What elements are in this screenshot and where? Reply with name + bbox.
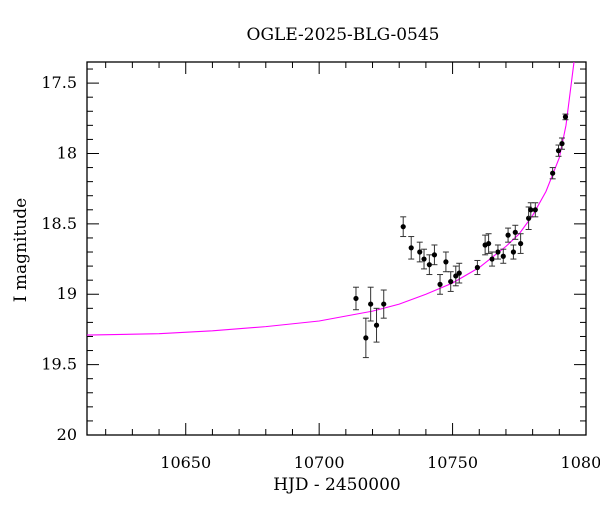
data-point [500, 248, 507, 264]
data-point [562, 113, 569, 121]
point-marker [528, 207, 534, 213]
model-curve-layer [87, 62, 575, 336]
point-marker [512, 229, 518, 235]
point-marker [456, 270, 462, 276]
point-marker [363, 335, 369, 341]
data-point [408, 236, 415, 260]
point-marker [489, 256, 495, 262]
data-point [555, 144, 562, 157]
data-point [512, 224, 519, 240]
point-marker [495, 249, 501, 255]
data-point [485, 233, 492, 254]
model-curve [87, 62, 575, 336]
data-point [517, 233, 524, 254]
data-point [549, 167, 556, 180]
data-point [362, 317, 369, 359]
x-tick-label: 10800 [561, 453, 600, 472]
point-marker [532, 207, 538, 213]
data-point [367, 286, 374, 322]
point-marker [437, 281, 443, 287]
point-marker [400, 224, 406, 230]
data-point [532, 202, 539, 218]
point-marker [381, 301, 387, 307]
data-point [380, 289, 387, 319]
point-marker [562, 114, 569, 120]
point-marker [474, 264, 480, 271]
point-marker [417, 249, 423, 255]
point-marker [353, 295, 359, 302]
y-tick-label: 17.5 [41, 73, 77, 92]
point-marker [431, 252, 438, 258]
chart-title: OGLE-2025-BLG-0545 [247, 25, 440, 45]
point-marker [550, 170, 556, 176]
point-marker [505, 232, 511, 238]
data-point [558, 137, 565, 150]
point-marker [426, 262, 432, 268]
point-marker [443, 259, 449, 265]
point-marker [373, 322, 380, 328]
x-tick-label: 10700 [294, 453, 345, 472]
y-tick-label: 20 [57, 425, 77, 444]
data-point [431, 244, 438, 266]
data-point [442, 251, 449, 273]
data-point [352, 286, 359, 311]
x-axis-label: HJD - 2450000 [273, 475, 401, 495]
data-point [400, 216, 407, 238]
point-marker [421, 256, 427, 262]
x-axis: 10650 10700 10750 10800 [105, 62, 600, 472]
data-point [437, 274, 444, 295]
x-tick-label: 10750 [427, 453, 478, 472]
data-point [421, 248, 428, 270]
point-marker [510, 249, 517, 255]
point-marker [500, 253, 506, 259]
data-point [447, 271, 454, 292]
point-marker [453, 273, 459, 279]
point-marker [559, 141, 565, 147]
point-marker [518, 240, 524, 247]
plot-frame [86, 61, 587, 436]
point-marker [408, 245, 414, 251]
data-point [416, 241, 423, 263]
point-marker [486, 240, 492, 247]
x-tick-label: 10650 [160, 453, 211, 472]
data-point [510, 244, 517, 260]
data-point [474, 259, 481, 276]
data-point [505, 227, 512, 243]
data-point [489, 251, 496, 267]
y-tick-label: 19 [57, 284, 77, 303]
y-tick-label: 18.5 [41, 214, 77, 233]
y-axis-label: I magnitude [11, 198, 31, 302]
data-point [494, 244, 501, 260]
data-points-layer [352, 113, 569, 359]
data-point [452, 265, 459, 287]
data-point [456, 262, 463, 284]
point-marker [448, 278, 454, 285]
data-point [373, 307, 380, 343]
point-marker [368, 301, 374, 307]
y-axis: 17.5 18 18.5 19 19.5 20 [41, 68, 586, 444]
y-tick-label: 18 [57, 143, 77, 162]
y-tick-label: 19.5 [41, 355, 77, 374]
data-point [426, 254, 433, 276]
